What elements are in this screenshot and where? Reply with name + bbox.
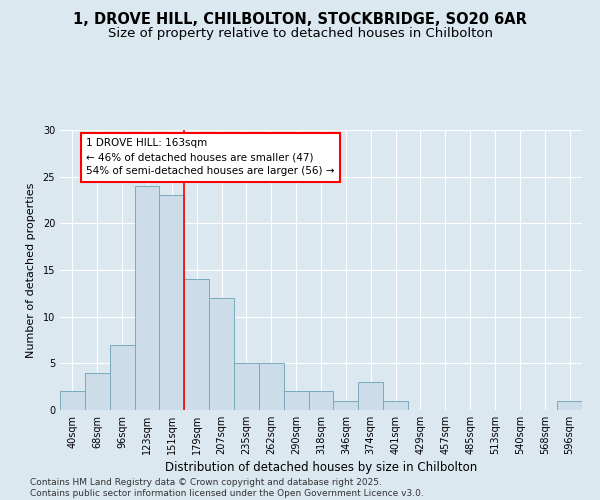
Bar <box>160 196 184 410</box>
Bar <box>60 392 85 410</box>
Text: 1, DROVE HILL, CHILBOLTON, STOCKBRIDGE, SO20 6AR: 1, DROVE HILL, CHILBOLTON, STOCKBRIDGE, … <box>73 12 527 28</box>
Bar <box>284 392 308 410</box>
Bar <box>234 364 259 410</box>
Text: Contains HM Land Registry data © Crown copyright and database right 2025.
Contai: Contains HM Land Registry data © Crown c… <box>30 478 424 498</box>
Bar <box>259 364 284 410</box>
Bar <box>134 186 160 410</box>
Bar <box>184 280 209 410</box>
Y-axis label: Number of detached properties: Number of detached properties <box>26 182 35 358</box>
Bar <box>110 344 134 410</box>
Bar <box>209 298 234 410</box>
Bar <box>383 400 408 410</box>
Bar <box>557 400 582 410</box>
X-axis label: Distribution of detached houses by size in Chilbolton: Distribution of detached houses by size … <box>165 461 477 474</box>
Bar <box>358 382 383 410</box>
Bar <box>308 392 334 410</box>
Bar <box>334 400 358 410</box>
Text: Size of property relative to detached houses in Chilbolton: Size of property relative to detached ho… <box>107 28 493 40</box>
Bar <box>85 372 110 410</box>
Text: 1 DROVE HILL: 163sqm
← 46% of detached houses are smaller (47)
54% of semi-detac: 1 DROVE HILL: 163sqm ← 46% of detached h… <box>86 138 335 176</box>
